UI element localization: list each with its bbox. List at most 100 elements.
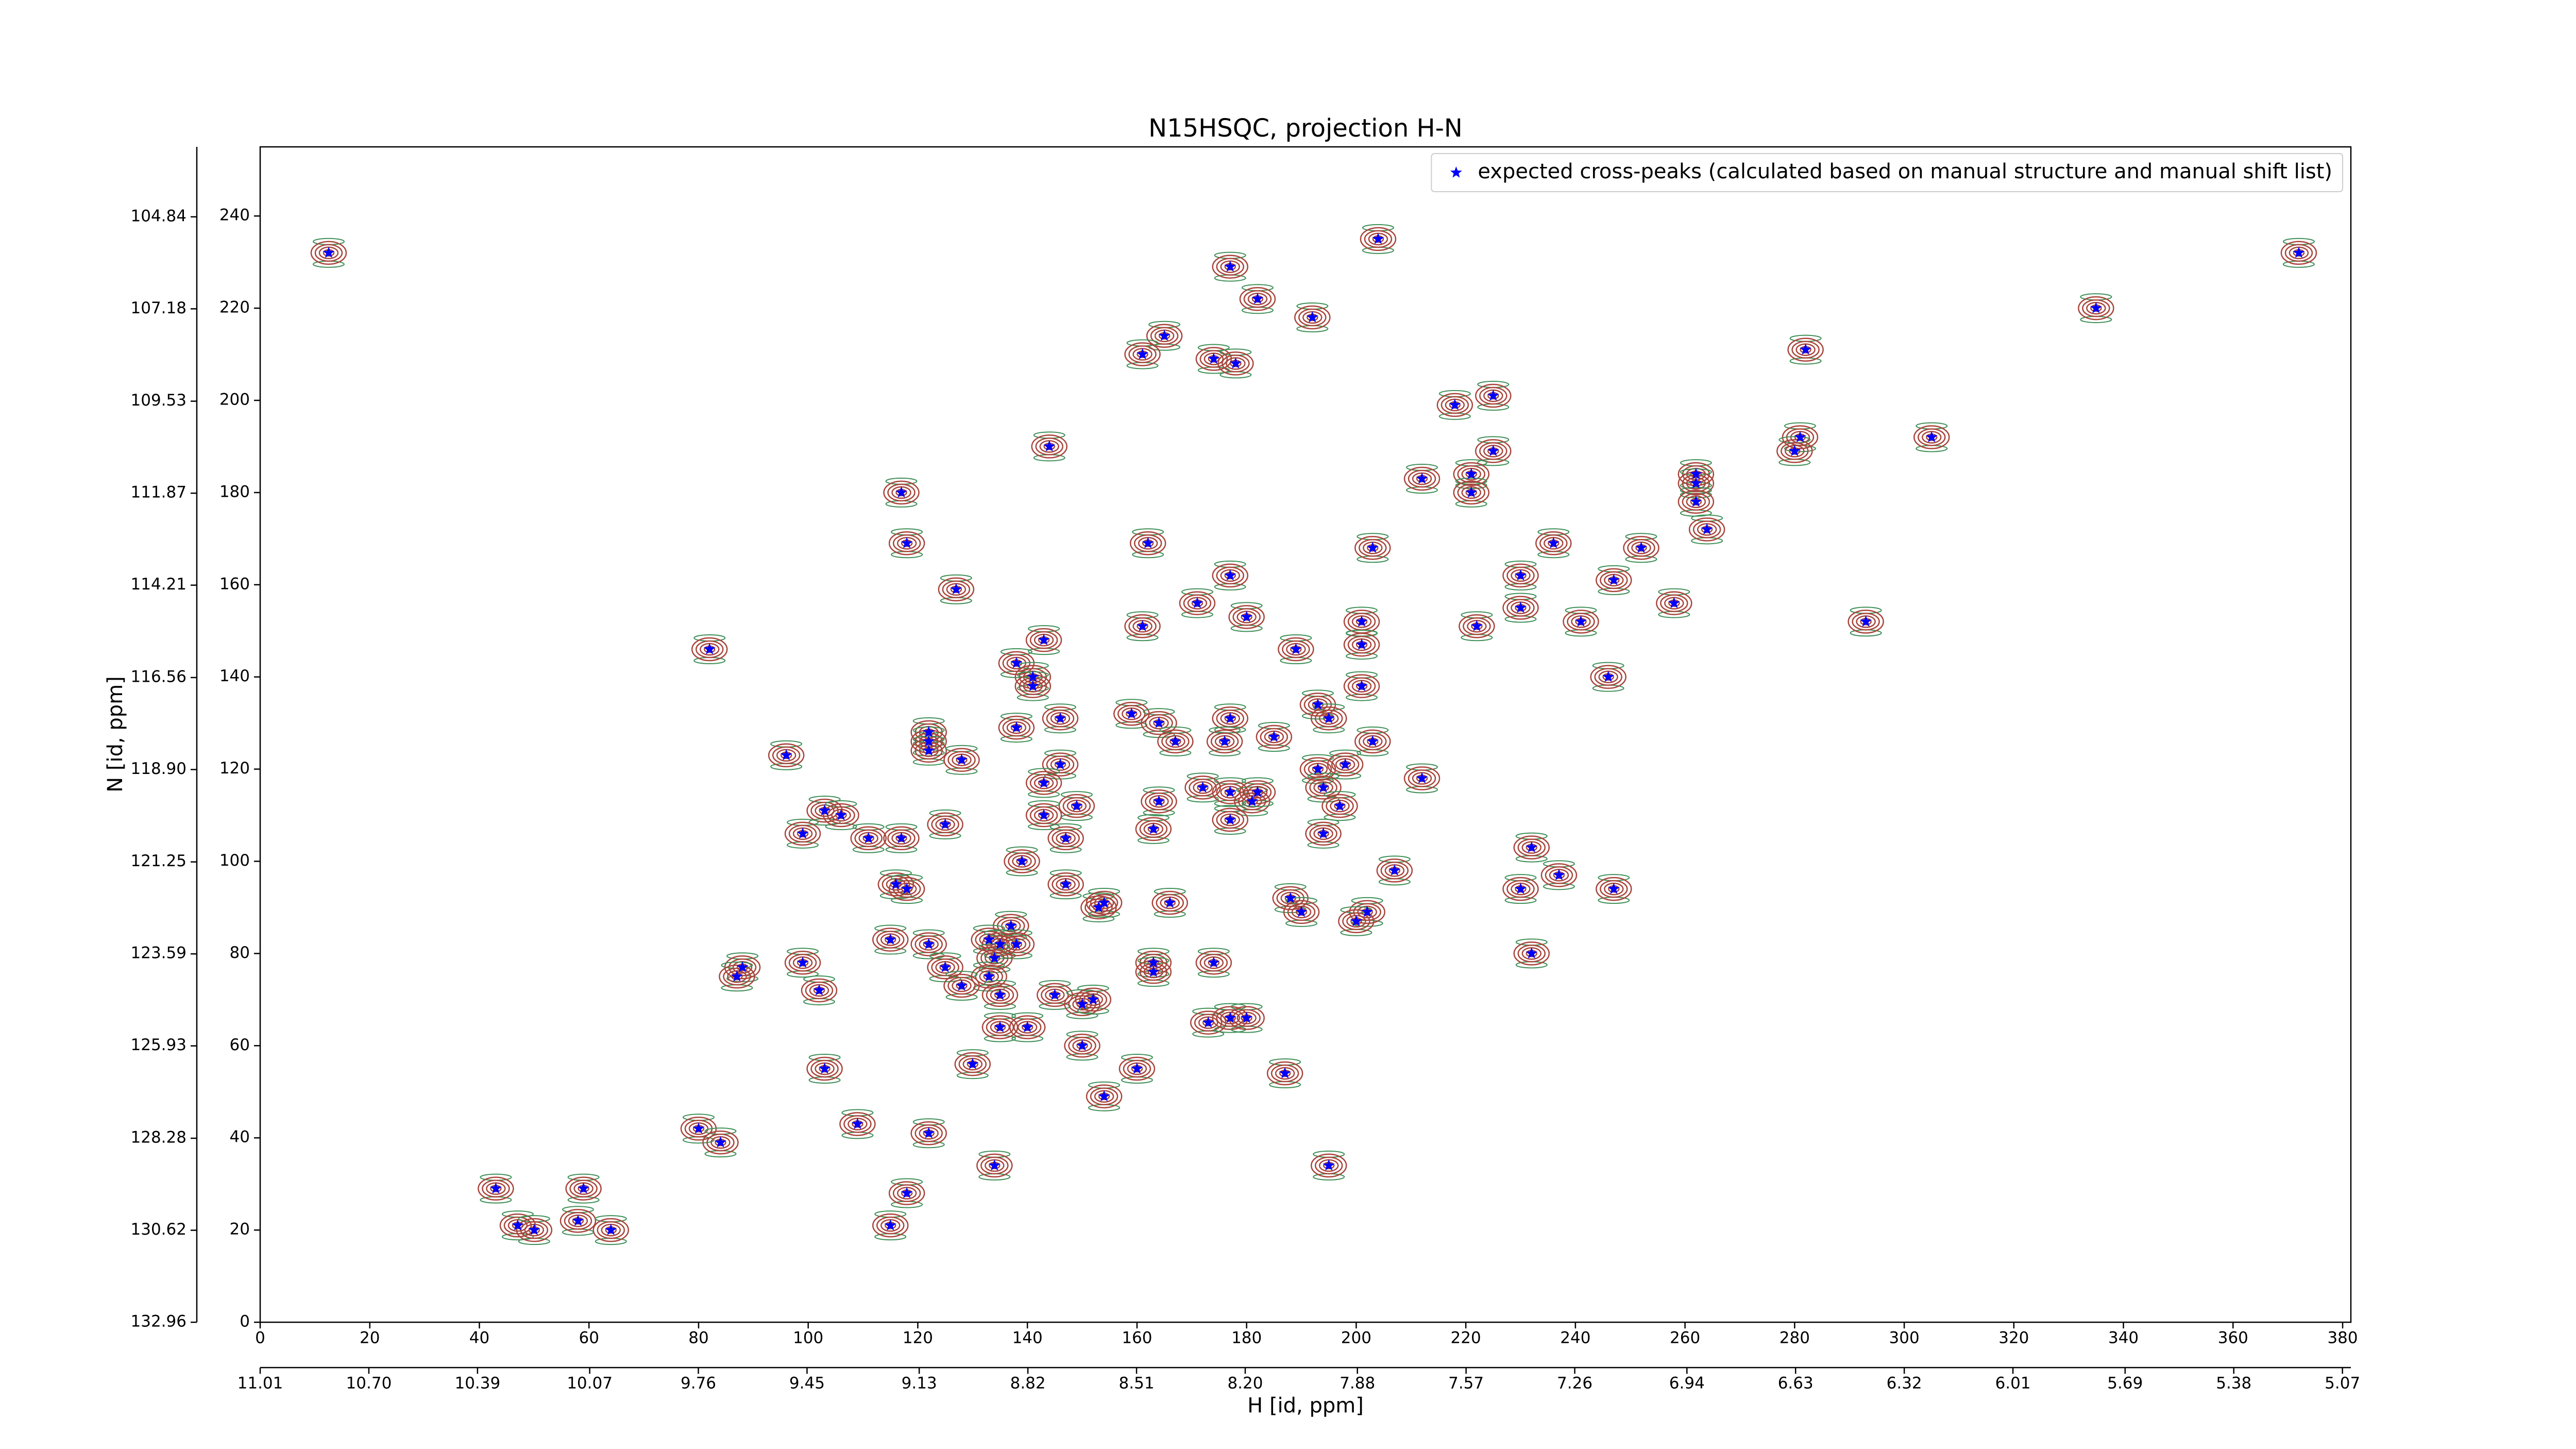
peak-contour: [1232, 608, 1261, 626]
peak-marker: [1465, 486, 1478, 498]
peak-contour: [691, 637, 728, 662]
peak-contour: [1513, 835, 1550, 860]
x-tick-label: 260: [1670, 1329, 1700, 1347]
peak-marker: [1794, 431, 1806, 443]
peak-marker: [819, 804, 831, 816]
peak-contour: [1309, 824, 1337, 843]
peak-contour: [1047, 872, 1084, 897]
peak-marker: [1355, 615, 1368, 627]
peak-marker: [1487, 390, 1499, 401]
peak-contour: [1075, 987, 1112, 1012]
y-tick-label: 40: [230, 1128, 250, 1147]
peak-contour: [1506, 599, 1535, 617]
y-tick-label: 60: [230, 1036, 250, 1054]
peak-marker: [1054, 758, 1066, 770]
peak-contour: [892, 1184, 921, 1202]
peak-contour: [1013, 1018, 1042, 1036]
peak-marker: [1241, 1012, 1253, 1023]
y2-tick-label: 123.59: [131, 944, 187, 963]
peak-marker: [1515, 569, 1527, 581]
peak-contour: [1475, 439, 1512, 463]
peak-contour: [695, 640, 724, 659]
peak-marker: [1060, 878, 1072, 889]
peak-contour: [1502, 596, 1539, 620]
x-tick-label: 180: [1231, 1329, 1262, 1347]
peak-contour: [931, 815, 959, 834]
x-tick-label: 240: [1560, 1329, 1590, 1347]
peak-contour: [1029, 774, 1058, 792]
peak-contour: [314, 244, 343, 262]
peak-contour: [998, 715, 1035, 740]
peak-marker: [780, 749, 792, 761]
peak-contour: [1199, 954, 1228, 972]
peak-contour: [788, 824, 817, 843]
peak-contour: [1025, 628, 1062, 652]
peak-marker: [1526, 841, 1538, 853]
peak-contour: [1305, 821, 1342, 846]
peak-contour: [872, 928, 909, 952]
peak-contour: [516, 1218, 553, 1242]
y2-tick-label: 121.25: [131, 852, 187, 870]
peak-contour: [1058, 794, 1095, 818]
peak-marker: [923, 938, 935, 950]
peak-contour: [569, 1180, 598, 1198]
peak-marker: [1553, 869, 1565, 880]
peak-contour: [882, 875, 910, 894]
peak-marker: [1246, 795, 1258, 806]
peak-marker: [323, 246, 335, 258]
peak-marker: [1170, 735, 1181, 747]
peak-marker: [1800, 343, 1811, 355]
peak-contour: [1052, 829, 1080, 848]
peak-contour: [1042, 752, 1079, 777]
peak-contour: [1338, 909, 1375, 934]
y-tick-label: 160: [219, 575, 250, 593]
peak-marker: [923, 1127, 935, 1138]
peak-contour: [806, 798, 843, 823]
peak-contour: [986, 986, 1014, 1004]
peak-contour: [1380, 862, 1409, 880]
peak-marker: [1087, 993, 1099, 1005]
peak-marker: [1010, 656, 1023, 668]
peak-marker: [1060, 832, 1072, 844]
peak-contour: [1347, 635, 1376, 654]
peak-marker: [1290, 643, 1302, 654]
peak-contour: [892, 880, 921, 898]
peak-contour: [1184, 776, 1221, 800]
peak-marker: [994, 988, 1006, 1000]
peak-marker: [572, 1215, 584, 1226]
plot-area: [310, 224, 2317, 1245]
peak-marker: [923, 744, 935, 756]
peak-contour: [876, 931, 905, 949]
peak-contour: [1596, 568, 1632, 593]
peak-contour: [943, 748, 980, 772]
peak-contour: [1025, 771, 1062, 795]
peak-contour: [1459, 614, 1495, 638]
peak-contour: [768, 743, 805, 768]
peak-contour: [1298, 308, 1327, 327]
peak-marker: [923, 726, 935, 737]
peak-contour: [888, 877, 925, 901]
peak-marker: [994, 1021, 1006, 1033]
peak-marker: [1027, 680, 1039, 692]
peak-marker: [796, 827, 809, 839]
peak-contour: [1502, 563, 1539, 588]
peak-marker: [1268, 731, 1280, 742]
peak-marker: [1131, 1063, 1143, 1074]
peak-marker: [1251, 786, 1264, 797]
peak-contour: [1195, 951, 1232, 975]
x2-tick-label: 7.57: [1448, 1374, 1484, 1393]
peak-contour: [1692, 520, 1721, 538]
peak-marker: [1471, 620, 1483, 631]
peak-marker: [1416, 473, 1428, 484]
x2-tick-label: 8.82: [1010, 1374, 1046, 1393]
peak-contour: [1327, 752, 1364, 777]
peak-marker: [1366, 542, 1379, 553]
peak-marker: [1339, 758, 1351, 770]
peak-marker: [1125, 707, 1138, 719]
peak-marker: [1251, 293, 1264, 304]
peak-contour: [1294, 305, 1331, 330]
peak-contour: [1084, 898, 1113, 917]
peak-marker: [1076, 1039, 1088, 1051]
peak-contour: [1682, 493, 1710, 511]
